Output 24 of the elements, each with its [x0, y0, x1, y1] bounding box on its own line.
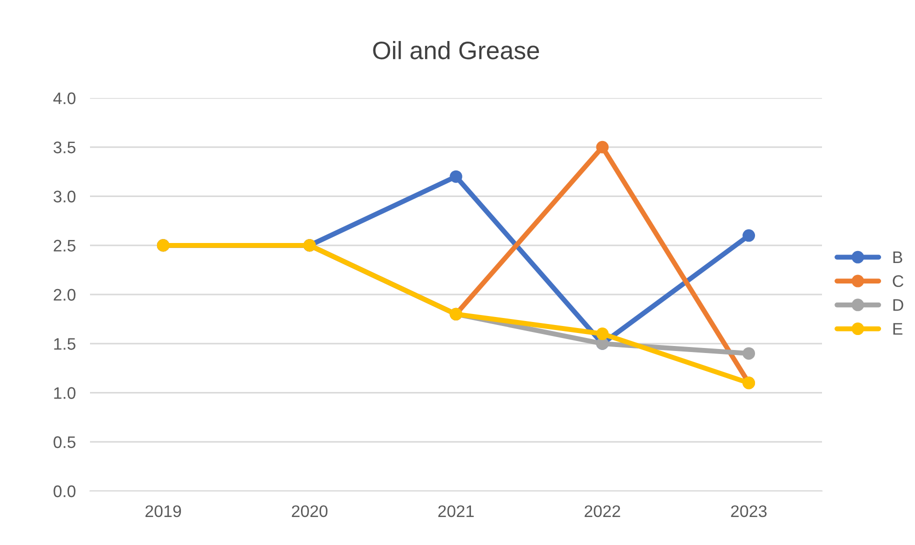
x-tick-label: 2020 — [292, 505, 328, 518]
point — [742, 347, 756, 360]
x-tick-label: 2021 — [438, 505, 474, 518]
x-tick-label: 2023 — [731, 505, 767, 518]
legend-label: C — [892, 275, 904, 288]
x-tick-label: 2022 — [584, 505, 620, 518]
point — [596, 328, 609, 340]
legend-label: E — [893, 323, 902, 335]
y-tick-label: 4.0 — [53, 92, 76, 104]
y-tick-label: 2.0 — [54, 288, 76, 301]
y-tick-label: 1.0 — [54, 387, 76, 399]
y-tick-label: 2.5 — [54, 240, 76, 252]
legend-label: B — [893, 252, 902, 264]
point — [742, 229, 756, 242]
y-tick-label: 1.5 — [54, 338, 76, 350]
point — [596, 140, 609, 154]
legend-label: D — [893, 299, 904, 311]
point — [450, 170, 462, 183]
y-tick-label: 0.5 — [54, 436, 76, 448]
x-tick-label: 2019 — [146, 505, 181, 518]
y-tick-label: 3.5 — [54, 142, 76, 154]
y-tick-label: 3.0 — [54, 190, 76, 202]
chart-title: Oil and Grease — [373, 40, 539, 60]
y-tick-label: 0.0 — [54, 485, 76, 498]
